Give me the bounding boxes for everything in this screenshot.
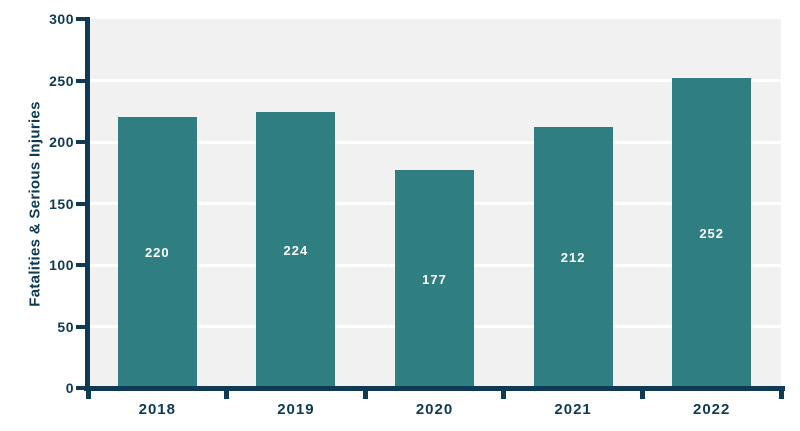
gridline-250 [88,79,781,82]
x-tick-label-2018: 2018 [138,400,176,418]
gridline-200 [88,140,781,144]
y-tick-250 [76,78,90,83]
x-tick-0 [85,386,91,399]
bar-value-label-2020: 177 [422,271,447,287]
x-tick-4 [639,386,645,399]
bar-2020 [395,170,474,388]
bar-2019 [256,112,336,388]
x-tick-3 [501,386,507,399]
x-tick-label-2021: 2021 [554,400,592,418]
x-tick-2 [362,386,368,399]
bar-2018 [117,117,197,388]
bar-value-label-2022: 252 [699,225,725,241]
x-axis-line [84,386,785,391]
y-tick-200 [76,140,90,144]
y-tick-label-100: 100 [49,257,74,273]
y-tick-0 [76,386,90,390]
y-tick-label-300: 300 [49,11,74,27]
y-tick-label-250: 250 [49,72,74,89]
bar-2021 [533,127,613,388]
bar-value-label-2019: 224 [283,242,309,258]
bar-value-label-2018: 220 [144,245,170,261]
y-tick-label-150: 150 [49,195,74,212]
x-tick-1 [224,386,230,399]
y-tick-300 [76,17,90,21]
x-tick-label-2020: 2020 [415,400,454,418]
y-tick-50 [76,324,90,329]
bar-2022 [672,78,752,388]
y-tick-label-0: 0 [65,380,74,396]
x-tick-label-2022: 2022 [693,400,731,418]
y-tick-label-200: 200 [49,134,74,150]
bar-value-label-2021: 212 [560,250,586,266]
x-tick-5 [778,386,784,399]
y-tick-label-50: 50 [57,318,74,335]
x-tick-label-2019: 2019 [277,400,315,418]
y-tick-150 [76,201,90,206]
y-tick-100 [76,263,90,267]
